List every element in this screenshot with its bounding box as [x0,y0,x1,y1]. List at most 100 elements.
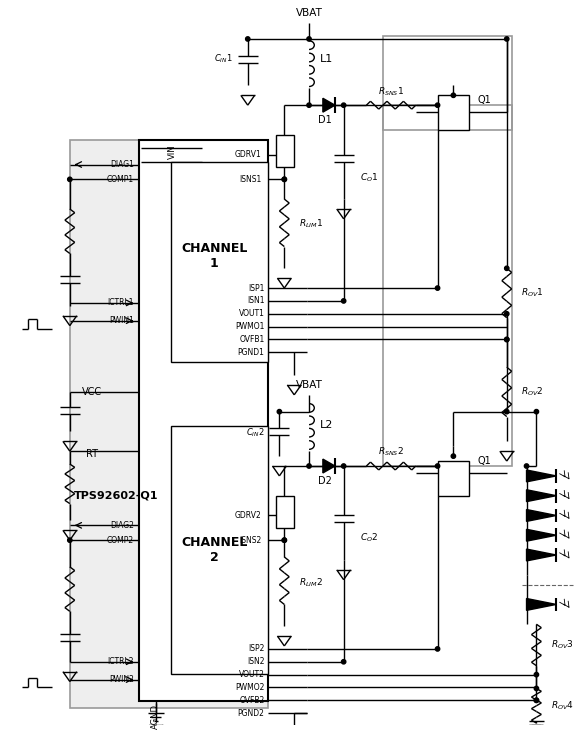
Text: $R_{OV}$3: $R_{OV}$3 [551,639,574,651]
Text: COMP2: COMP2 [107,536,134,545]
Polygon shape [526,529,556,541]
Text: VOUT2: VOUT2 [239,670,264,679]
Circle shape [307,464,311,468]
Text: OVFB2: OVFB2 [239,696,264,705]
Circle shape [451,93,456,97]
Text: D2: D2 [318,476,332,486]
Text: ICTRL2: ICTRL2 [107,657,134,666]
Circle shape [282,538,286,542]
Circle shape [504,312,509,316]
Text: DIAG2: DIAG2 [110,521,134,530]
Circle shape [342,464,346,468]
Text: ICTRL1: ICTRL1 [107,299,134,307]
Text: $R_{LIM}$1: $R_{LIM}$1 [299,217,324,230]
Text: AGND: AGND [151,703,160,728]
Polygon shape [323,459,335,473]
Polygon shape [526,470,556,482]
Circle shape [535,698,539,703]
Circle shape [535,698,539,703]
Bar [277,135,294,168]
Polygon shape [323,98,335,112]
Text: TPS92602-Q1: TPS92602-Q1 [74,490,159,501]
Bar [383,105,512,466]
Text: $R_{OV}$1: $R_{OV}$1 [521,287,543,299]
Text: $R_{SNS}$1: $R_{SNS}$1 [378,85,404,97]
Bar [437,95,469,130]
Text: PWIN2: PWIN2 [109,675,134,684]
Circle shape [307,103,311,108]
Bar [437,461,469,496]
Text: RT: RT [85,449,98,459]
Text: $C_O$2: $C_O$2 [360,532,379,545]
Polygon shape [526,599,556,610]
Text: PWMO2: PWMO2 [235,683,264,692]
Text: D1: D1 [318,115,332,125]
Text: VBAT: VBAT [296,8,322,18]
Text: $C_{IN}$1: $C_{IN}$1 [214,53,233,65]
Circle shape [342,103,346,108]
Text: L2: L2 [320,419,333,430]
Circle shape [282,538,286,542]
Circle shape [435,647,440,651]
Text: ISN1: ISN1 [247,296,264,305]
Circle shape [342,299,346,303]
Circle shape [504,266,509,271]
Circle shape [451,454,456,458]
Circle shape [435,103,440,108]
Circle shape [435,286,440,291]
Text: COMP1: COMP1 [107,175,134,184]
Circle shape [67,538,72,542]
Text: ISNS1: ISNS1 [239,175,261,184]
Text: $C_O$1: $C_O$1 [360,171,379,184]
Circle shape [67,177,72,182]
Circle shape [435,464,440,468]
Text: $C_{IN}$2: $C_{IN}$2 [246,426,264,438]
Text: Q1: Q1 [477,456,491,466]
Circle shape [535,687,539,690]
Text: VCC: VCC [81,387,102,397]
Text: PGND1: PGND1 [238,348,264,356]
Text: OVFB1: OVFB1 [239,335,264,344]
Circle shape [282,177,286,182]
Polygon shape [526,490,556,501]
Text: GDRV1: GDRV1 [235,150,261,159]
Bar [171,427,267,673]
Text: VIN: VIN [168,144,177,159]
Bar [70,140,267,709]
Text: PGND2: PGND2 [238,709,264,717]
Circle shape [282,177,286,182]
Text: $R_{SNS}$2: $R_{SNS}$2 [378,446,404,458]
Text: VBAT: VBAT [296,380,322,390]
Circle shape [504,337,509,342]
Text: PWMO1: PWMO1 [235,322,264,331]
Circle shape [504,337,509,342]
Text: L1: L1 [320,53,333,64]
Bar [171,162,267,362]
Text: CHANNEL
2: CHANNEL 2 [181,536,248,564]
Text: ISP2: ISP2 [248,644,264,654]
Text: ISP1: ISP1 [248,283,264,293]
Circle shape [525,464,529,468]
Circle shape [307,37,311,41]
Polygon shape [526,549,556,561]
Text: $R_{OV}$4: $R_{OV}$4 [551,699,574,712]
Text: DIAG1: DIAG1 [110,160,134,169]
Circle shape [342,660,346,664]
Bar [139,140,267,701]
Text: GDRV2: GDRV2 [235,511,261,520]
Circle shape [277,409,282,414]
Circle shape [504,409,509,414]
Text: Q1: Q1 [477,95,491,105]
Circle shape [246,37,250,41]
Polygon shape [526,509,556,521]
Text: ISNS2: ISNS2 [239,536,261,545]
Text: $R_{LIM}$2: $R_{LIM}$2 [299,576,323,589]
Text: $R_{OV}$2: $R_{OV}$2 [521,386,543,398]
Text: ISN2: ISN2 [247,657,264,666]
Circle shape [535,673,539,677]
Text: CHANNEL
1: CHANNEL 1 [181,242,248,270]
Bar [277,496,294,529]
Circle shape [504,37,509,41]
Text: VOUT1: VOUT1 [239,310,264,318]
Bar [383,36,512,130]
